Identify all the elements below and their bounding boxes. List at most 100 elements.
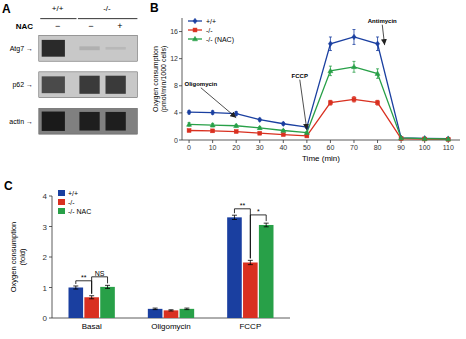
legend-swatch xyxy=(58,208,65,214)
x-tick-label: 90 xyxy=(397,144,405,151)
x-tick xyxy=(330,140,331,143)
x-tick-label: 100 xyxy=(419,144,431,151)
annotation-text: FCCP xyxy=(292,73,308,79)
series-line xyxy=(189,67,448,139)
error-bar xyxy=(235,131,238,133)
legend: +/+ -/- -/- NAC xyxy=(58,190,91,215)
panel-b: B04812160102030405060708090100110Time (m… xyxy=(150,1,460,163)
data-point xyxy=(211,129,215,133)
y-axis-label: Oxygen consumption(pmol/min/1000 cells) xyxy=(152,46,168,113)
group-bracket xyxy=(78,18,137,19)
bar xyxy=(164,310,179,318)
data-point xyxy=(376,101,380,105)
data-point xyxy=(375,41,379,47)
x-tick xyxy=(353,140,354,143)
series-line xyxy=(189,37,448,139)
y-tick xyxy=(179,112,182,113)
error-bar xyxy=(232,215,237,219)
y-tick-label: 2 xyxy=(43,253,48,262)
blot-background xyxy=(39,108,138,134)
error-bar xyxy=(376,100,379,105)
data-point xyxy=(281,133,285,137)
y-tick xyxy=(49,196,52,197)
data-point xyxy=(304,130,309,134)
x-tick-label: 80 xyxy=(374,144,382,151)
x-tick xyxy=(212,140,213,143)
y-tick-label: 12 xyxy=(170,55,178,62)
legend-label: +/+ xyxy=(206,18,216,25)
data-point xyxy=(422,136,427,140)
data-point xyxy=(352,34,356,40)
data-point xyxy=(328,101,332,105)
lane-label: − xyxy=(88,21,93,31)
data-point xyxy=(375,71,380,75)
legend-swatch xyxy=(58,190,65,196)
legend-label: +/+ xyxy=(68,190,78,197)
x-tick-label: 40 xyxy=(279,144,287,151)
error-bar xyxy=(211,130,214,132)
plot-area xyxy=(69,215,274,318)
data-point xyxy=(446,136,451,140)
significance-bracket xyxy=(250,215,266,258)
y-axis-label: Oxygen consumption(fold) xyxy=(9,222,27,292)
x-axis-label: Time (min) xyxy=(302,154,340,163)
y-tick xyxy=(49,287,52,288)
blot-band xyxy=(79,76,99,94)
data-point xyxy=(399,135,404,139)
marker-area xyxy=(187,34,451,141)
error-bar xyxy=(169,310,174,311)
y-tick xyxy=(179,31,182,32)
y-tick-label: 16 xyxy=(170,28,178,35)
x-tick xyxy=(236,140,237,143)
figure: A+/+-/-NAC−−+Atg7 →p62 →actin →B04812160… xyxy=(0,0,466,339)
bar xyxy=(243,262,258,318)
blot-band xyxy=(42,76,65,93)
treatment-label: NAC xyxy=(16,22,34,31)
legend-label: -/- NAC xyxy=(68,208,91,215)
data-point xyxy=(211,110,215,116)
data-point xyxy=(257,125,262,129)
y-tick xyxy=(49,226,52,227)
error-bar xyxy=(105,285,110,288)
y-tick-label: 0 xyxy=(43,314,48,323)
blot-row-label: Atg7 → xyxy=(10,45,33,53)
label-line: (pmol/min/1000 cells) xyxy=(160,46,168,113)
legend-swatch xyxy=(58,199,65,205)
y-tick-label: 4 xyxy=(43,192,48,201)
x-tick-label: 70 xyxy=(350,144,358,151)
bar xyxy=(227,217,242,318)
y-axis-line xyxy=(182,18,183,140)
y-tick xyxy=(179,58,182,59)
lane-label: − xyxy=(55,21,60,31)
significance-bracket xyxy=(76,281,92,294)
y-tick xyxy=(179,85,182,86)
bar xyxy=(259,225,274,318)
error-bar xyxy=(188,129,191,131)
annotation-text: Antimycin xyxy=(368,18,397,24)
x-tick-label: 60 xyxy=(327,144,335,151)
data-point xyxy=(351,64,356,68)
x-tick-label: Oligomycin xyxy=(151,322,191,331)
error-bar xyxy=(376,37,379,51)
error-bar xyxy=(352,97,355,102)
data-point xyxy=(328,41,332,47)
blot-row-label: p62 → xyxy=(12,81,33,89)
blot-band xyxy=(79,112,99,131)
y-tick xyxy=(179,140,182,141)
blot-band xyxy=(42,112,65,131)
significance-label: * xyxy=(257,208,260,215)
plot-area xyxy=(188,30,450,140)
legend-marker xyxy=(193,28,197,32)
group-bracket xyxy=(40,18,76,19)
data-point xyxy=(281,128,286,132)
label-line: (fold) xyxy=(18,248,27,266)
x-tick-label: 10 xyxy=(209,144,217,151)
group-label: +/+ xyxy=(52,4,64,13)
error-bar xyxy=(153,308,158,310)
bar xyxy=(148,309,163,318)
data-point xyxy=(423,136,427,142)
significance-label: NS xyxy=(95,270,105,277)
data-point xyxy=(352,97,356,101)
legend-label: -/- xyxy=(68,199,75,206)
error-bar xyxy=(73,286,78,289)
